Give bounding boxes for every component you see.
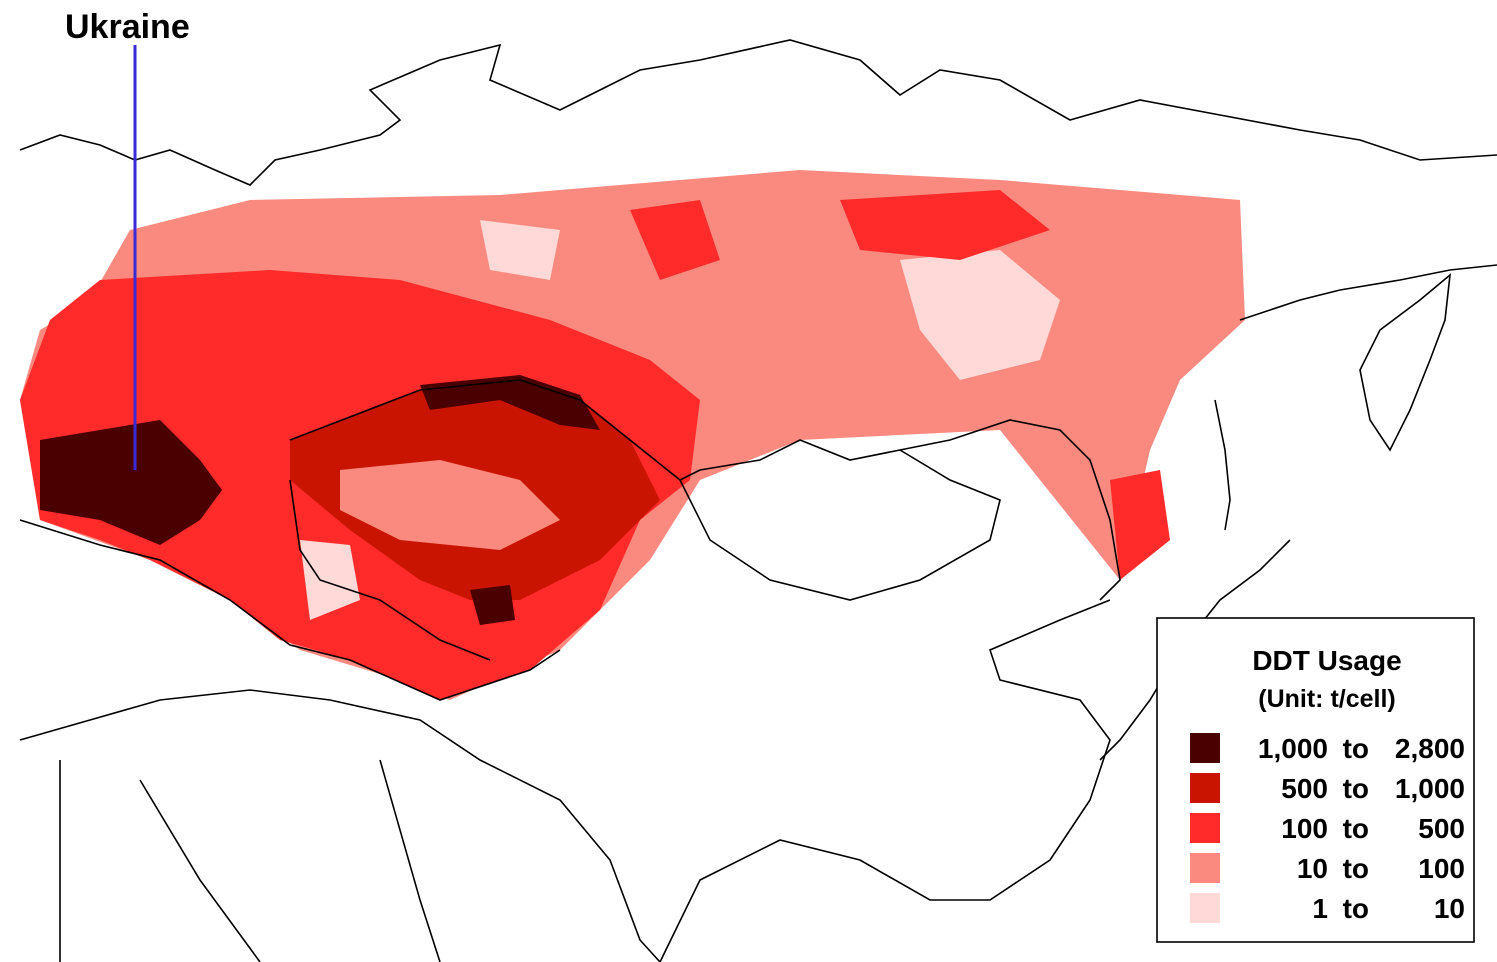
legend-items: 1,000 to 2,800 500 to 1,000 100 to 500 10 to 100 1 to… — [1190, 733, 1465, 924]
legend-swatch — [1190, 773, 1220, 803]
coastline — [659, 599, 1111, 962]
coastline — [19, 689, 661, 962]
legend-high: 500 — [1418, 813, 1465, 844]
border — [19, 519, 561, 701]
legend-swatch — [1190, 733, 1220, 763]
region-label: Ukraine — [65, 8, 190, 46]
usage-area — [840, 190, 1050, 260]
usage-area — [630, 200, 720, 280]
legend-sep: to — [1343, 853, 1369, 884]
usage-area — [470, 585, 515, 625]
legend-swatch — [1190, 813, 1220, 843]
legend-title: DDT Usage — [1252, 645, 1401, 676]
legend-low: 10 — [1297, 853, 1328, 884]
legend-high: 100 — [1418, 853, 1465, 884]
legend-high: 10 — [1434, 893, 1465, 924]
sakhalin — [1214, 399, 1231, 531]
legend-low: 100 — [1281, 813, 1328, 844]
legend-sep: to — [1343, 893, 1369, 924]
coastline — [19, 39, 1497, 186]
outlines — [19, 39, 1497, 962]
mongolia — [679, 449, 1001, 601]
coastline — [1239, 264, 1497, 321]
usage-area — [300, 540, 360, 620]
border — [289, 479, 491, 661]
legend-sep: to — [1343, 813, 1369, 844]
kamchatka — [1359, 273, 1452, 452]
legend-sep: to — [1343, 773, 1369, 804]
legend-high: 1,000 — [1395, 773, 1465, 804]
usage-area — [340, 460, 560, 550]
legend-high: 2,800 — [1395, 733, 1465, 764]
legend-swatch — [1190, 853, 1220, 883]
border — [679, 419, 1121, 601]
border — [289, 379, 681, 481]
usage-regions — [20, 170, 1245, 700]
legend: DDT Usage (Unit: t/cell) 1,000 to 2,800 500… — [1156, 617, 1475, 943]
usage-area — [40, 420, 222, 545]
usage-area — [900, 250, 1060, 380]
border — [59, 759, 441, 962]
legend-unit: (Unit: t/cell) — [1258, 685, 1396, 713]
legend-swatch — [1190, 893, 1220, 923]
legend-low: 1,000 — [1258, 733, 1328, 764]
legend-low: 1 — [1312, 893, 1328, 924]
usage-area — [420, 375, 600, 430]
legend-sep: to — [1343, 733, 1369, 764]
usage-area — [1110, 470, 1170, 580]
usage-area — [480, 220, 560, 280]
legend-low: 500 — [1281, 773, 1328, 804]
